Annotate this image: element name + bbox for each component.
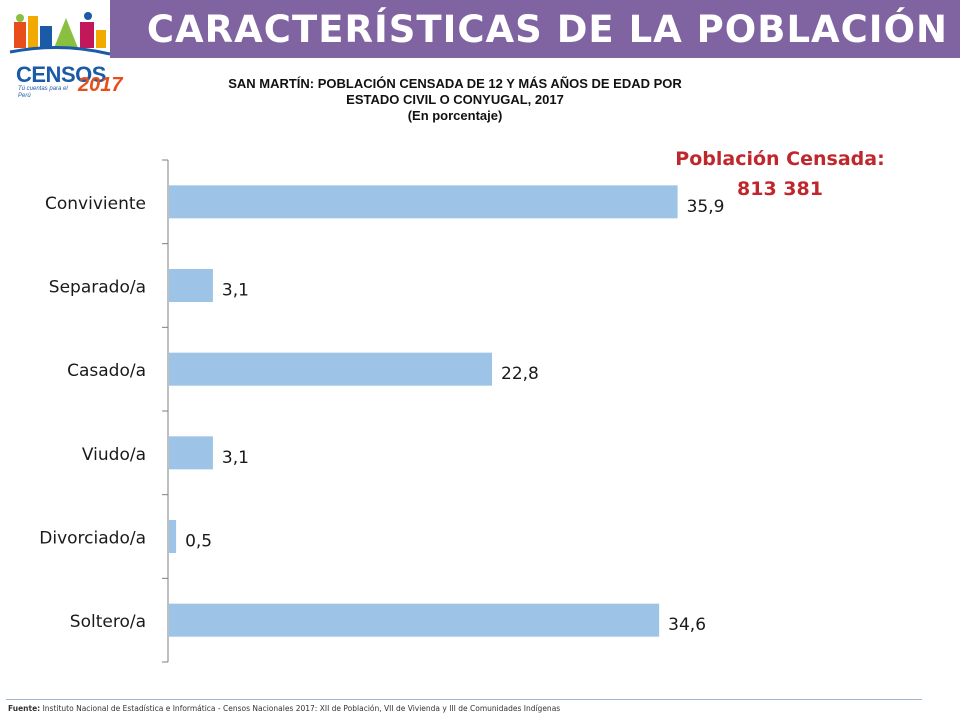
bar-viudoa xyxy=(169,436,213,470)
data-label: 0,5 xyxy=(185,532,212,552)
source-label: Fuente: xyxy=(8,704,41,713)
category-label: Conviviente xyxy=(45,194,146,214)
category-label: Divorciado/a xyxy=(39,529,146,549)
population-label: Población Censada: xyxy=(675,148,885,170)
bar-conviviente xyxy=(169,185,678,219)
source-footnote: Fuente: Instituto Nacional de Estadístic… xyxy=(8,704,560,713)
chart-title-line-2: ESTADO CIVIL O CONYUGAL, 2017 xyxy=(346,92,564,107)
bar-divorciadoa xyxy=(169,520,177,553)
chart-title: SAN MARTÍN: POBLACIÓN CENSADA DE 12 Y MÁ… xyxy=(130,76,780,124)
footer-divider xyxy=(6,699,922,700)
bar-chart: Conviviente 35,9 Separado/a 3,1 Casado/a 22,8… xyxy=(39,159,725,663)
logo-year: 2017 xyxy=(78,74,123,96)
category-label: Separado/a xyxy=(49,278,146,298)
population-value: 813 381 xyxy=(737,178,823,200)
category-label: Casado/a xyxy=(67,361,146,381)
header-background xyxy=(110,0,960,58)
logo-word: CENSOS xyxy=(16,62,106,87)
page-title: CARACTERÍSTICAS DE LA POBLACIÓN xyxy=(146,8,948,51)
data-label: 3,1 xyxy=(222,448,249,468)
data-label: 34,6 xyxy=(668,615,706,635)
bar-casadoa xyxy=(169,352,492,386)
header-band: CARACTERÍSTICAS DE LA POBLACIÓN xyxy=(0,0,960,58)
data-label: 35,9 xyxy=(687,197,725,217)
data-label: 3,1 xyxy=(222,281,249,301)
chart-title-line-1: SAN MARTÍN: POBLACIÓN CENSADA DE 12 Y MÁ… xyxy=(228,76,682,91)
chart-title-line-3: (En porcentaje) xyxy=(407,108,503,123)
bar-solteroa xyxy=(169,603,660,637)
data-label: 22,8 xyxy=(501,364,539,384)
logo-tagline: Tú cuentas para el Perú xyxy=(18,86,68,99)
source-text: Instituto Nacional de Estadística e Info… xyxy=(42,704,561,713)
category-label: Viudo/a xyxy=(82,445,146,465)
category-label: Soltero/a xyxy=(70,612,146,632)
bar-separadoa xyxy=(169,269,213,302)
censos-logo-graphic xyxy=(9,12,111,56)
population-callout: Población Censada: 813 381 xyxy=(640,144,920,204)
